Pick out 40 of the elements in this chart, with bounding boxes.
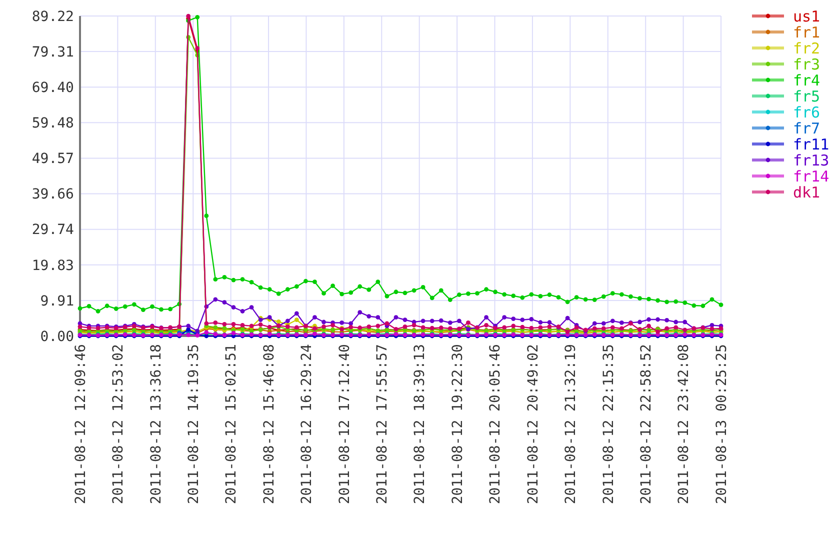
y-tick-label: 79.31 [32, 44, 74, 60]
x-tick-label: 2011-08-12 20:05:46 [488, 344, 504, 504]
x-tick-label: 2011-08-12 12:09:46 [72, 344, 89, 504]
y-tick-label: 29.74 [32, 222, 74, 238]
y-tick-label: 49.57 [32, 151, 74, 168]
x-tick-label: 2011-08-12 15:02:51 [224, 344, 240, 504]
x-tick-label: 2011-08-12 17:55:57 [374, 344, 391, 504]
legend-label: fr6 [793, 103, 820, 122]
x-tick-label: 2011-08-12 12:53:02 [110, 344, 127, 504]
legend-label: dk1 [793, 183, 820, 202]
y-tick-label: 19.83 [32, 258, 74, 274]
y-tick-label: 59.48 [32, 116, 74, 132]
x-tick-label: 2011-08-12 23:42:08 [676, 344, 692, 504]
legend-label: fr1 [793, 23, 820, 42]
legend-label: us1 [793, 7, 820, 26]
legend-label: fr14 [793, 167, 830, 186]
legend-label: fr7 [793, 119, 820, 138]
x-tick-label: 2011-08-12 15:46:08 [261, 344, 278, 504]
legend-label: fr3 [793, 55, 820, 74]
y-tick-label: 39.66 [32, 186, 74, 203]
legend-label: fr11 [793, 135, 830, 154]
legend-label: fr5 [793, 87, 820, 106]
x-tick-label: 2011-08-12 19:22:30 [450, 344, 466, 504]
x-tick-label: 2011-08-13 00:25:25 [714, 344, 730, 504]
x-tick-label: 2011-08-12 21:32:19 [563, 344, 580, 504]
legend-label: fr4 [793, 71, 820, 90]
x-tick-label: 2011-08-12 14:19:35 [186, 344, 202, 504]
x-tick-label: 2011-08-12 22:58:52 [638, 344, 654, 504]
x-tick-label: 2011-08-12 17:12:40 [336, 344, 353, 504]
legend-label: fr2 [793, 39, 820, 58]
x-tick-label: 2011-08-12 18:39:13 [412, 344, 428, 504]
x-tick-label: 2011-08-12 20:49:02 [525, 344, 542, 504]
y-tick-label: 69.40 [32, 80, 74, 96]
legend-label: fr13 [793, 151, 830, 170]
x-tick-label: 2011-08-12 22:15:35 [600, 344, 617, 504]
y-tick-label: 9.91 [40, 293, 74, 310]
x-tick-label: 2011-08-12 16:29:24 [299, 344, 316, 504]
y-tick-label: 0.00 [40, 328, 74, 345]
x-tick-label: 2011-08-12 13:36:18 [148, 344, 164, 504]
y-tick-label: 89.22 [32, 8, 74, 25]
